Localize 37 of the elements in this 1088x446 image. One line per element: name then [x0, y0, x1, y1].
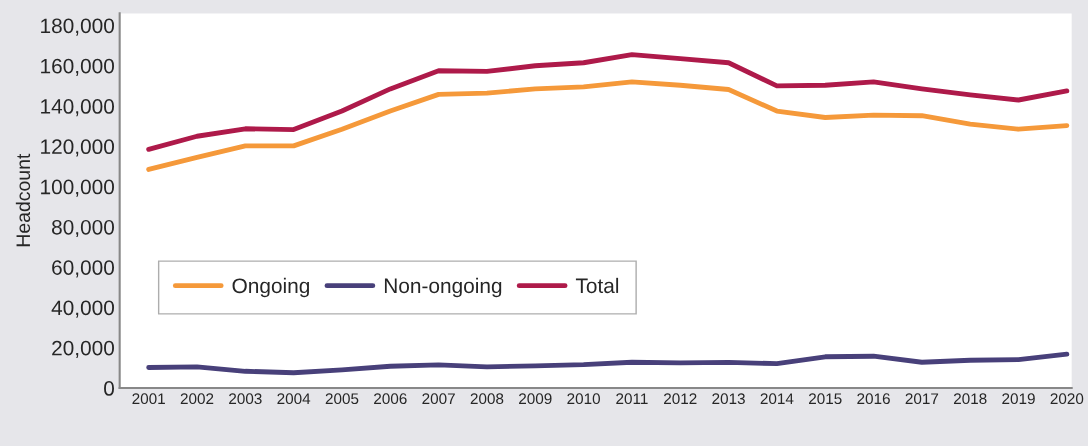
x-tick-label: 2015: [809, 393, 842, 405]
x-tick-label: 2016: [857, 393, 890, 405]
x-tick-label: 2012: [664, 393, 697, 405]
y-tick-label: 160,000: [41, 58, 115, 76]
x-tick-label: 2005: [325, 393, 359, 405]
y-tick-label: 180,000: [41, 18, 115, 36]
y-tick-label: 140,000: [41, 99, 115, 117]
x-tick-label: 2007: [422, 393, 455, 405]
y-tick-label: 20,000: [52, 340, 115, 358]
x-tick-label: 2009: [519, 393, 552, 405]
legend-label: Total: [575, 277, 619, 294]
line-series: [146, 52, 1070, 152]
x-tick-label: 2020: [1050, 393, 1084, 405]
x-tick-label: 2017: [905, 393, 939, 405]
y-tick-label: 100,000: [41, 179, 115, 197]
x-tick-label: 2014: [760, 393, 794, 405]
y-tick-label: 40,000: [51, 300, 115, 318]
y-axis-title: Headcount: [15, 153, 31, 247]
y-tick-label: 60,000: [52, 260, 115, 278]
y-tick-label: 80,000: [52, 219, 115, 238]
x-tick-label: 2003: [229, 393, 262, 405]
y-tick-label: 0: [104, 381, 115, 396]
x-tick-label: 2010: [567, 393, 600, 405]
x-tick-label: 2013: [712, 393, 745, 405]
x-tick-label: 2011: [616, 393, 648, 405]
x-tick-label: 2001: [132, 393, 165, 405]
legend-label: Ongoing: [232, 277, 309, 298]
line-series: [146, 79, 1070, 172]
line-series: [146, 351, 1070, 376]
x-tick-label: 2004: [277, 393, 311, 405]
x-tick-label: 2002: [180, 393, 214, 405]
x-tick-label: 2008: [470, 393, 504, 405]
x-tick-label: 2019: [1002, 393, 1035, 405]
x-tick-label: 2006: [374, 393, 407, 405]
legend-label: Non-ongoing: [384, 277, 502, 298]
x-tick-label: 2018: [953, 393, 987, 405]
y-tick-label: 120,000: [41, 139, 115, 157]
